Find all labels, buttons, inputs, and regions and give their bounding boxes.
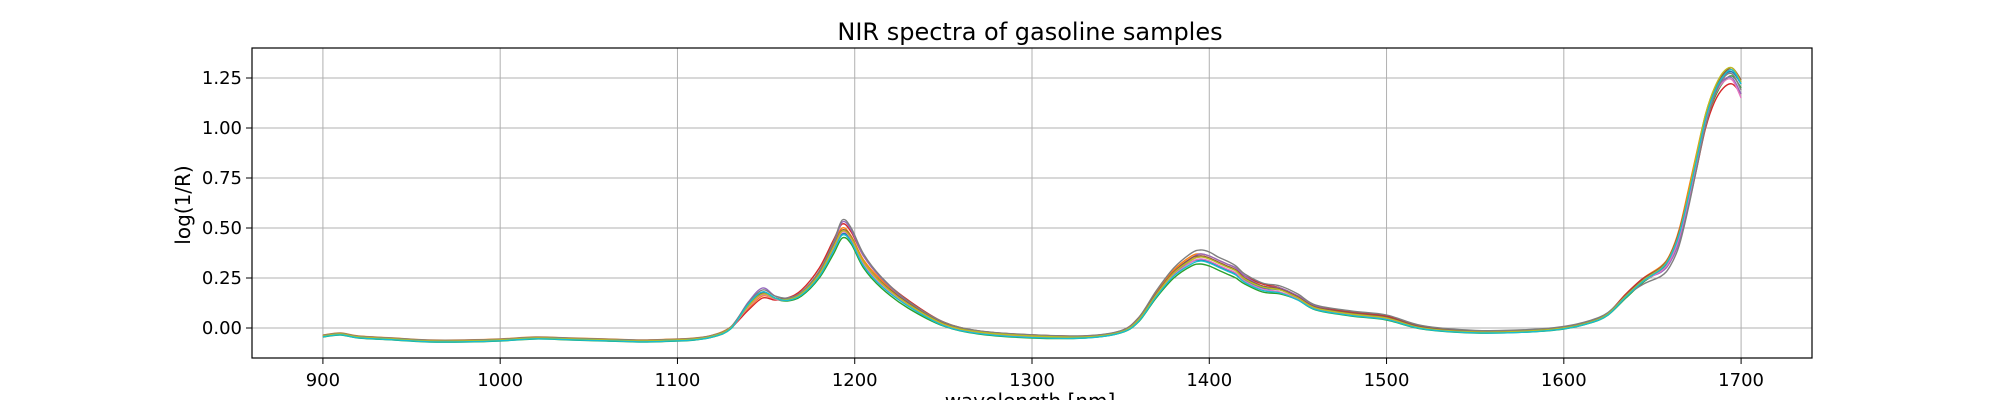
x-axis-label: wavelength [nm] [945, 389, 1116, 400]
x-tick-label: 1500 [1364, 370, 1410, 391]
series-line-10 [322, 69, 1742, 343]
y-tick-label: 0.25 [202, 268, 242, 289]
x-tick-label: 1300 [1009, 370, 1055, 391]
x-tick-label: 1400 [1186, 370, 1232, 391]
series-line-9 [322, 66, 1742, 342]
y-tick-label: 0.75 [202, 168, 242, 189]
x-tick-label: 1600 [1541, 370, 1587, 391]
x-tick-label: 900 [306, 370, 340, 391]
grid-lines [252, 48, 1812, 358]
chart-title: NIR spectra of gasoline samples [837, 18, 1222, 46]
x-tick-label: 1700 [1718, 370, 1764, 391]
x-tick-label: 1200 [832, 370, 878, 391]
x-axis-ticks: 900 1000 1100 1200 1300 1400 1500 1600 1700 [306, 358, 1764, 391]
y-tick-label: 1.00 [202, 118, 242, 139]
series-group [322, 66, 1742, 343]
x-tick-label: 1100 [655, 370, 701, 391]
x-tick-label: 1000 [477, 370, 523, 391]
y-axis-label: log(1/R) [171, 165, 195, 244]
y-axis-ticks: 0.00 0.25 0.50 0.75 1.00 1.25 [202, 68, 252, 339]
y-tick-label: 1.25 [202, 68, 242, 89]
y-tick-label: 0.00 [202, 318, 242, 339]
y-tick-label: 0.50 [202, 218, 242, 239]
